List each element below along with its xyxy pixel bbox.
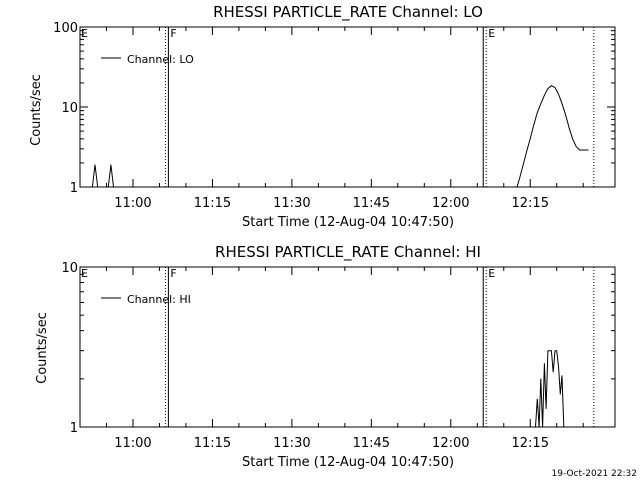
event-label-hi: E xyxy=(81,267,88,280)
y-tick-label-hi: 10 xyxy=(61,261,78,276)
x-tick-label-hi: 11:30 xyxy=(273,436,310,451)
event-label-lo: F xyxy=(170,27,176,40)
event-label-lo: E xyxy=(81,27,88,40)
x-tick-label-hi: 12:00 xyxy=(432,436,469,451)
y-tick-label-lo: 1 xyxy=(70,181,78,196)
x-tick-label-lo: 12:15 xyxy=(512,196,549,211)
x-axis-label-hi: Start Time (12-Aug-04 10:47:50) xyxy=(242,455,454,470)
x-tick-label-hi: 12:15 xyxy=(512,436,549,451)
chart-title-lo: RHESSI PARTICLE_RATE Channel: LO xyxy=(213,3,483,22)
series-line-lo xyxy=(516,84,589,188)
footer-timestamp: 19-Oct-2021 22:32 xyxy=(552,469,637,479)
x-axis-label-lo: Start Time (12-Aug-04 10:47:50) xyxy=(242,215,454,230)
chart-panel-hi: RHESSI PARTICLE_RATE Channel: HI Counts/… xyxy=(35,243,616,470)
series-line-hi xyxy=(535,350,565,428)
plot-area-lo: 1 10 100 11:00 11:15 11:30 11:45 12:00 12:15 E F E xyxy=(53,21,616,211)
chart-panel-lo: RHESSI PARTICLE_RATE Channel: LO Counts/… xyxy=(29,3,616,230)
y-tick-label-hi: 1 xyxy=(70,421,78,436)
y-tick-label-lo: 10 xyxy=(61,101,78,116)
event-label-hi: E xyxy=(488,267,495,280)
chart-title-hi: RHESSI PARTICLE_RATE Channel: HI xyxy=(215,243,481,262)
legend-label-hi: Channel: HI xyxy=(127,293,191,306)
x-tick-label-lo: 11:30 xyxy=(273,196,310,211)
plot-frame-hi xyxy=(79,266,616,428)
x-tick-label-lo: 11:15 xyxy=(194,196,231,211)
x-tick-label-lo: 11:45 xyxy=(353,196,390,211)
y-tick-label-lo: 100 xyxy=(53,21,78,36)
y-axis-label-lo: Counts/sec xyxy=(29,74,44,146)
event-label-lo: E xyxy=(488,27,495,40)
x-tick-label-hi: 11:00 xyxy=(114,436,151,451)
plot-area-hi: 1 10 11:00 11:15 11:30 11:45 12:00 12:15 E F E xyxy=(61,261,616,451)
y-axis-label-hi: Counts/sec xyxy=(35,312,50,384)
x-tick-label-lo: 12:00 xyxy=(432,196,469,211)
x-tick-label-lo: 11:00 xyxy=(114,196,151,211)
x-tick-label-hi: 11:15 xyxy=(194,436,231,451)
event-label-hi: F xyxy=(170,267,176,280)
legend-label-lo: Channel: LO xyxy=(127,53,194,66)
plot-frame-lo xyxy=(79,26,616,188)
x-tick-label-hi: 11:45 xyxy=(353,436,390,451)
series-line-lo xyxy=(91,164,114,188)
